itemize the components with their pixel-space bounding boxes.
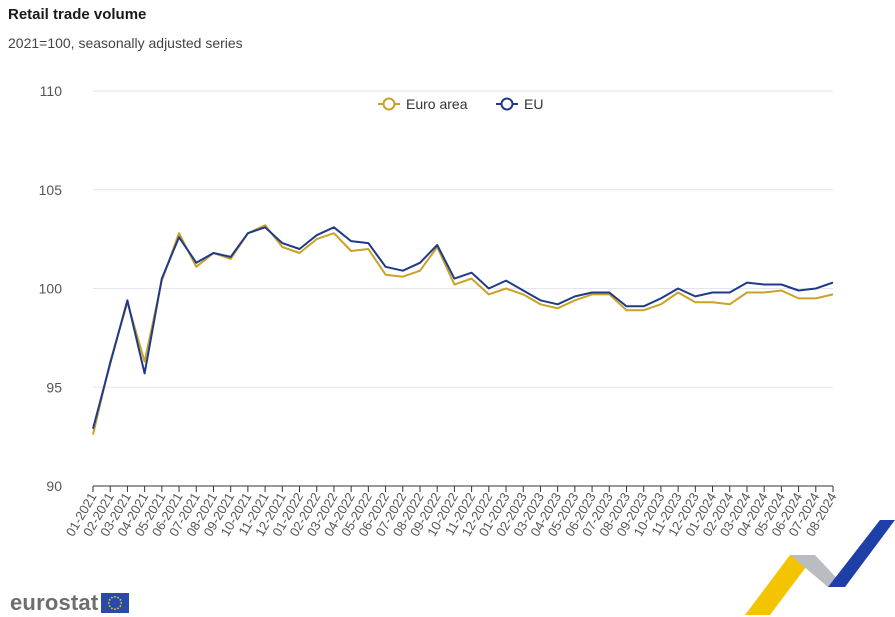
legend-marker-icon [500,97,514,111]
series-line-eu[interactable] [92,226,834,429]
eurostat-logo: eurostat [10,590,130,616]
y-axis: 90 95 100 105 110 [39,83,63,494]
chart-subtitle: 2021=100, seasonally adjusted series [8,35,243,51]
flag-star-icon [109,599,111,601]
y-tick-label: 90 [46,478,62,494]
flag-star-icon [111,607,114,610]
legend-label: Euro area [406,96,468,112]
flag-star-icon [109,605,111,607]
flag-star-icon [117,596,120,599]
legend-label: EU [524,96,543,112]
legend-marker-icon [382,97,396,111]
x-axis-ticks [92,486,834,492]
flag-star-icon [108,602,111,604]
flag-star-icon [119,599,122,601]
grid-lines [93,90,833,487]
y-tick-label: 100 [39,281,63,297]
x-axis: 01-202102-202103-202104-202105-202106-20… [63,490,840,539]
decorative-ribbon-icon [745,520,895,615]
series-line-euro-area[interactable] [92,224,834,435]
y-tick-label: 95 [46,379,62,395]
flag-star-icon [119,605,122,607]
series-lines [92,224,834,435]
flag-star-icon [117,607,120,610]
flag-star-icon [120,602,123,604]
legend[interactable]: Euro area EU [378,96,543,112]
flag-star-icon [111,596,114,599]
chart-title: Retail trade volume [8,6,147,23]
legend-item-euro-area[interactable]: Euro area [378,96,468,112]
y-tick-label: 110 [40,83,63,99]
logo-text: eurostat [10,590,99,615]
flag-star-icon [114,595,117,598]
y-tick-label: 105 [39,182,63,198]
legend-item-eu[interactable]: EU [496,96,543,112]
flag-star-icon [114,608,117,611]
eu-flag-icon [101,593,130,613]
